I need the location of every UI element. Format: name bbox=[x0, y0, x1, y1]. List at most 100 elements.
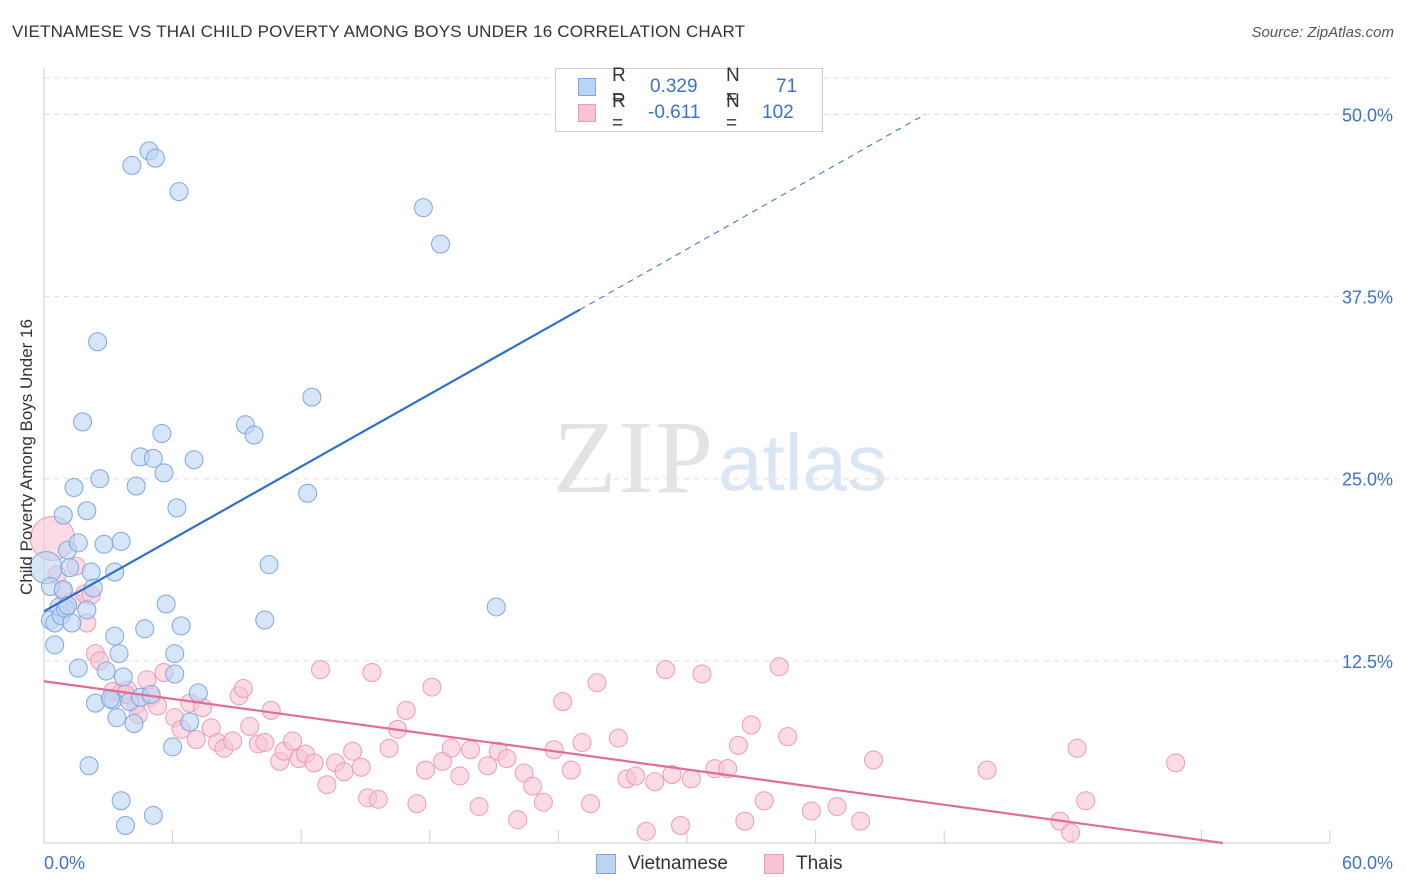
thais-point bbox=[304, 753, 324, 773]
vietnamese-point bbox=[154, 463, 174, 483]
x-tick-label-min: 0.0% bbox=[44, 853, 85, 873]
thais-point bbox=[343, 741, 363, 761]
thais-point bbox=[396, 700, 416, 720]
vietnamese-point bbox=[64, 477, 84, 497]
vietnamese-point bbox=[124, 714, 144, 734]
legend-r-label: R = bbox=[612, 91, 626, 134]
thais-point bbox=[801, 801, 821, 821]
legend-row-thais: R = -0.611 N = 102 bbox=[578, 91, 794, 134]
correlation-legend: R = 0.329 N = 71 R = -0.611 N = 102 bbox=[555, 65, 823, 134]
thais-point bbox=[718, 759, 738, 779]
vietnamese-legend-swatch bbox=[596, 854, 616, 874]
vietnamese-point bbox=[298, 483, 318, 503]
legend-row-vietnamese: R = 0.329 N = 71 bbox=[578, 65, 797, 108]
thais-point bbox=[317, 775, 337, 795]
vietnamese-point bbox=[135, 619, 155, 639]
vietnamese-point bbox=[111, 531, 131, 551]
thais-point bbox=[368, 789, 388, 809]
thais-point bbox=[351, 757, 371, 777]
legend-n-label: N = bbox=[726, 65, 740, 108]
vietnamese-point bbox=[431, 234, 451, 254]
thais-point bbox=[441, 738, 461, 758]
thais-point bbox=[407, 794, 427, 814]
thais-point bbox=[681, 769, 701, 789]
thais-point bbox=[769, 657, 789, 677]
axes bbox=[43, 68, 1331, 844]
y-tick-label: 50.0% bbox=[1342, 105, 1393, 125]
y-tick-label: 37.5% bbox=[1342, 288, 1393, 308]
vietnamese-point bbox=[169, 182, 189, 202]
thais-point bbox=[362, 663, 382, 683]
vietnamese-point bbox=[152, 424, 172, 444]
thais-point bbox=[1076, 791, 1096, 811]
legend-n-value: 102 bbox=[762, 102, 794, 123]
legend-n-label: N = bbox=[726, 91, 740, 134]
thais-point bbox=[310, 660, 330, 680]
thais-point bbox=[754, 791, 774, 811]
x-tick-label-max: 60.0% bbox=[1342, 853, 1393, 873]
vietnamese-legend-label: Vietnamese bbox=[628, 853, 728, 874]
vietnamese-point bbox=[105, 626, 125, 646]
thais-point bbox=[223, 731, 243, 751]
thais-point bbox=[255, 732, 275, 752]
thais-point bbox=[533, 792, 553, 812]
vietnamese-point bbox=[259, 555, 279, 575]
thais-point bbox=[186, 730, 206, 750]
thais-point bbox=[469, 797, 489, 817]
vietnamese-point bbox=[165, 644, 185, 664]
thais-point bbox=[553, 692, 573, 712]
grid-lines bbox=[44, 77, 1392, 662]
vietnamese-point bbox=[244, 425, 264, 445]
thais-point bbox=[1061, 823, 1081, 843]
legend-n-value: 71 bbox=[776, 76, 798, 97]
vietnamese-trendline bbox=[43, 308, 581, 613]
thais-point bbox=[1067, 738, 1087, 758]
thais-point bbox=[433, 751, 453, 771]
vietnamese-point bbox=[73, 412, 93, 432]
vietnamese-point bbox=[90, 469, 110, 489]
y-axis-label: Child Poverty Among Boys Under 16 bbox=[17, 319, 36, 595]
watermark: ZIP atlas bbox=[553, 400, 887, 515]
vietnamese-point bbox=[302, 387, 322, 407]
watermark-atlas: atlas bbox=[718, 418, 887, 507]
vietnamese-point bbox=[68, 533, 88, 553]
chart-title: VIETNAMESE VS THAI CHILD POVERTY AMONG B… bbox=[12, 22, 746, 41]
thais-point bbox=[656, 660, 676, 680]
vietnamese-point bbox=[107, 708, 127, 728]
vietnamese-point bbox=[79, 756, 99, 776]
thais-point bbox=[851, 811, 871, 831]
thais-point bbox=[735, 811, 755, 831]
vietnamese-point bbox=[62, 613, 82, 633]
trend-lines bbox=[43, 113, 1223, 845]
thais-point bbox=[626, 766, 646, 786]
thais-point bbox=[461, 740, 481, 760]
vietnamese-point bbox=[81, 562, 101, 582]
thais-point bbox=[728, 735, 748, 755]
thais-point bbox=[977, 760, 997, 780]
vietnamese-point bbox=[165, 664, 185, 684]
vietnamese-point bbox=[143, 805, 163, 825]
thais-point bbox=[497, 748, 517, 768]
chart-source: Source: ZipAtlas.com bbox=[1251, 24, 1394, 41]
vietnamese-points bbox=[29, 141, 506, 836]
vietnamese-point bbox=[145, 148, 165, 168]
vietnamese-point bbox=[109, 644, 129, 664]
thais-legend-swatch bbox=[764, 854, 784, 874]
vietnamese-point bbox=[113, 667, 133, 687]
legend-r-label: R = bbox=[612, 65, 626, 108]
thais-point bbox=[508, 810, 528, 830]
bottom-legend-thais: Thais bbox=[764, 852, 842, 876]
thais-point bbox=[514, 763, 534, 783]
y-tick-label: 12.5% bbox=[1342, 652, 1393, 672]
watermark-zip: ZIP bbox=[553, 400, 715, 515]
legend-r-value: 0.329 bbox=[650, 76, 698, 97]
thais-point bbox=[827, 797, 847, 817]
vietnamese-point bbox=[60, 558, 80, 578]
legend-r-value: -0.611 bbox=[648, 102, 701, 123]
thais-point bbox=[561, 760, 581, 780]
vietnamese-point bbox=[88, 332, 108, 352]
y-tick-label: 25.0% bbox=[1342, 470, 1393, 490]
vietnamese-point bbox=[53, 505, 73, 525]
vietnamese-point bbox=[115, 816, 135, 836]
